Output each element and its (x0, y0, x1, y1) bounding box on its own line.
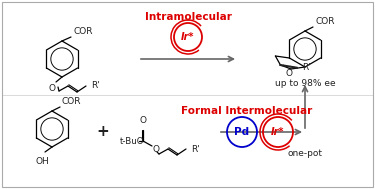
Text: OH: OH (35, 157, 49, 166)
Text: Ir*: Ir* (271, 127, 285, 137)
Text: Ir*: Ir* (181, 32, 195, 42)
Text: t-BuO: t-BuO (120, 136, 144, 146)
Text: Intramolecular: Intramolecular (145, 12, 231, 22)
Text: COR: COR (315, 17, 334, 26)
Text: O: O (153, 145, 159, 153)
Text: Formal Intermolecular: Formal Intermolecular (182, 106, 313, 116)
Text: up to 98% ee: up to 98% ee (274, 78, 335, 88)
Text: O: O (48, 84, 55, 93)
Text: Pd: Pd (234, 127, 250, 137)
Text: R': R' (91, 81, 100, 90)
Text: one-pot: one-pot (288, 149, 322, 159)
Text: O: O (285, 70, 292, 78)
Text: R': R' (191, 145, 200, 153)
Text: R': R' (302, 64, 311, 73)
Text: +: + (97, 125, 109, 139)
Text: O: O (140, 116, 147, 125)
Text: COR: COR (62, 97, 81, 106)
Text: COR: COR (73, 27, 93, 36)
